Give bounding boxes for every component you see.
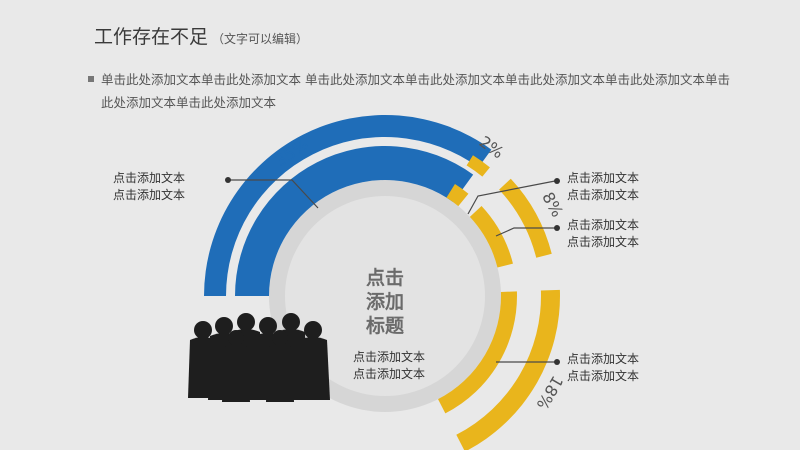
bullet-marker [88, 76, 94, 82]
description-text[interactable]: 单击此处添加文本单击此处添加文本 单击此处添加文本单击此处添加文本单击此处添加文… [101, 72, 730, 110]
label-right-2-line-1: 点击添加文本 [567, 218, 640, 232]
center-title[interactable]: 点击 添加 标题 [345, 266, 425, 338]
value-label-3: 8% [538, 189, 567, 220]
sector-1-band[interactable] [204, 115, 492, 296]
label-right-1[interactable]: 点击添加文本 点击添加文本 [567, 170, 639, 204]
title-text: 工作存在不足 [94, 26, 209, 48]
leader-dot-right-1 [554, 178, 560, 184]
title-subtitle: （文字可以编辑） [212, 32, 309, 46]
sector-4-band[interactable] [456, 289, 560, 450]
label-right-2-line-2: 点击添加文本 [567, 235, 640, 249]
leader-dots [225, 177, 560, 365]
leader-line-right-1 [467, 180, 556, 215]
label-right-3[interactable]: 点击添加文本 点击添加文本 [567, 351, 639, 385]
leader-lines [229, 179, 556, 363]
sector-2-inner[interactable] [446, 184, 469, 207]
label-left-line-2: 点击添加文本 [113, 188, 186, 202]
center-circle-inner [285, 196, 485, 396]
leader-dot-right-2 [554, 225, 560, 231]
label-right-1-line-2: 点击添加文本 [567, 188, 640, 202]
leader-dot-right-3 [554, 359, 560, 365]
sector-2-band[interactable] [466, 155, 490, 177]
center-caption[interactable]: 点击添加文本 点击添加文本 [353, 349, 425, 383]
label-right-2[interactable]: 点击添加文本 点击添加文本 [567, 217, 639, 251]
sector-3-band[interactable] [499, 178, 552, 258]
leader-line-left [229, 179, 319, 209]
label-left[interactable]: 点击添加文本 点击添加文本 [113, 170, 185, 204]
leader-dot-left [225, 177, 231, 183]
leader-line-right-2 [495, 227, 555, 237]
center-title-line-3: 标题 [365, 315, 404, 337]
label-right-1-line-1: 点击添加文本 [567, 171, 640, 185]
sector-3-inner[interactable] [469, 205, 513, 268]
center-title-line-2: 添加 [365, 291, 404, 313]
label-right-3-line-2: 点击添加文本 [567, 369, 640, 383]
people-silhouette [188, 313, 330, 402]
center-caption-line-1: 点击添加文本 [353, 350, 426, 364]
center-title-line-1: 点击 [365, 267, 404, 289]
center-caption-line-2: 点击添加文本 [353, 367, 426, 381]
label-right-3-line-1: 点击添加文本 [567, 352, 640, 366]
page-title: 工作存在不足 （文字可以编辑） [94, 22, 308, 49]
sector-4-inner[interactable] [438, 291, 517, 414]
label-left-line-1: 点击添加文本 [113, 171, 186, 185]
